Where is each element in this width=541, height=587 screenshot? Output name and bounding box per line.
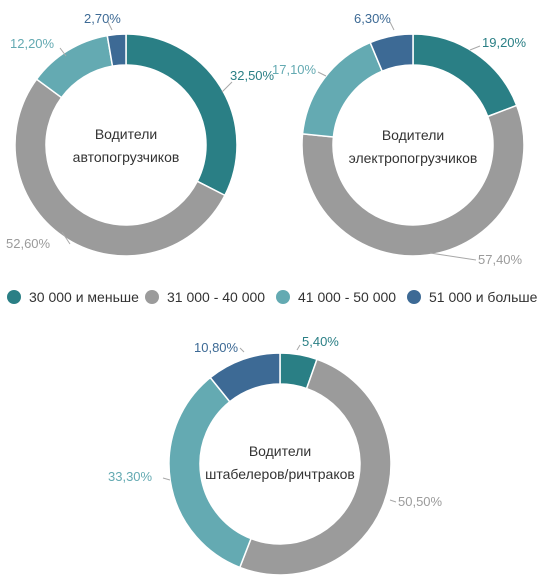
leader-line-41-50 [162,477,171,481]
donut-slices [301,33,525,257]
slice-label-41-50: 17,10% [272,62,317,77]
legend-label-31-40: 31 000 - 40 000 [167,289,265,305]
donut-chart-forklift: 32,50% 52,60% 12,20% 2,70% Водители авто… [6,11,275,257]
donut-chart-stacker-reach-truck: 5,40% 50,50% 33,30% 10,80% Водители штаб… [108,334,443,576]
legend-label-le30: 30 000 и меньше [29,289,139,305]
leader-lines [317,21,481,261]
donut-center-line-2: штабелеров/ричтраков [205,466,355,482]
donut-slices [168,352,392,576]
legend: 30 000 и меньше 31 000 - 40 000 41 000 -… [7,289,538,305]
leader-line-ge51 [389,21,395,31]
slice-label-31-40: 50,50% [398,494,443,509]
slice-label-41-50: 12,20% [10,36,55,51]
leader-line-31-40 [389,499,397,503]
legend-label-41-50: 41 000 - 50 000 [298,289,396,305]
slice-31-40 [301,104,525,257]
donut-center-line-1: Водители [382,127,444,143]
leader-line-31-40 [429,252,477,261]
slice-label-le30: 19,20% [482,35,527,50]
leader-line-ge51 [107,21,113,31]
leader-line-41-50 [59,47,67,57]
slice-41-50 [301,41,384,138]
slice-label-31-40: 57,40% [478,252,523,267]
slice-label-ge51: 2,70% [84,11,121,26]
slice-label-ge51: 6,30% [354,11,391,26]
slice-le30 [125,33,238,197]
legend-item-41-50: 41 000 - 50 000 [276,289,396,305]
slice-label-41-50: 33,30% [108,469,153,484]
legend-item-31-40: 31 000 - 40 000 [145,289,265,305]
legend-swatch-31-40 [145,290,159,304]
legend-swatch-41-50 [276,290,290,304]
legend-swatch-le30 [7,290,21,304]
slice-31-40 [14,78,226,257]
leader-line-le30 [469,45,481,51]
slice-ge51 [106,33,127,68]
slice-label-le30: 5,40% [302,334,339,349]
donut-slices [14,33,238,257]
leader-line-le30 [221,81,233,93]
donut-center-line-2: электропогрузчиков [349,150,478,166]
slice-31-40 [238,358,392,576]
leader-lines [162,344,397,503]
slice-label-31-40: 52,60% [6,236,51,251]
leader-line-41-50 [317,71,327,77]
donut-center-line-1: Водители [95,126,157,142]
legend-item-le30: 30 000 и меньше [7,289,139,305]
slice-ge51 [369,33,414,73]
legend-swatch-ge51 [407,290,421,304]
legend-item-ge51: 51 000 и больше [407,289,538,305]
slice-label-le30: 32,50% [230,68,275,83]
legend-label-ge51: 51 000 и больше [429,289,538,305]
slice-label-ge51: 10,80% [194,340,239,355]
leader-line-le30 [296,344,301,351]
donut-chart-electric-forklift: 19,20% 57,40% 17,10% 6,30% Водители элек… [272,11,527,267]
donut-center-line-2: автопогрузчиков [73,149,180,165]
donut-center-line-1: Водители [249,443,311,459]
leader-line-ge51 [239,347,245,353]
leader-line-31-40 [61,231,71,245]
slice-ge51 [209,352,281,403]
leader-lines [59,21,233,245]
